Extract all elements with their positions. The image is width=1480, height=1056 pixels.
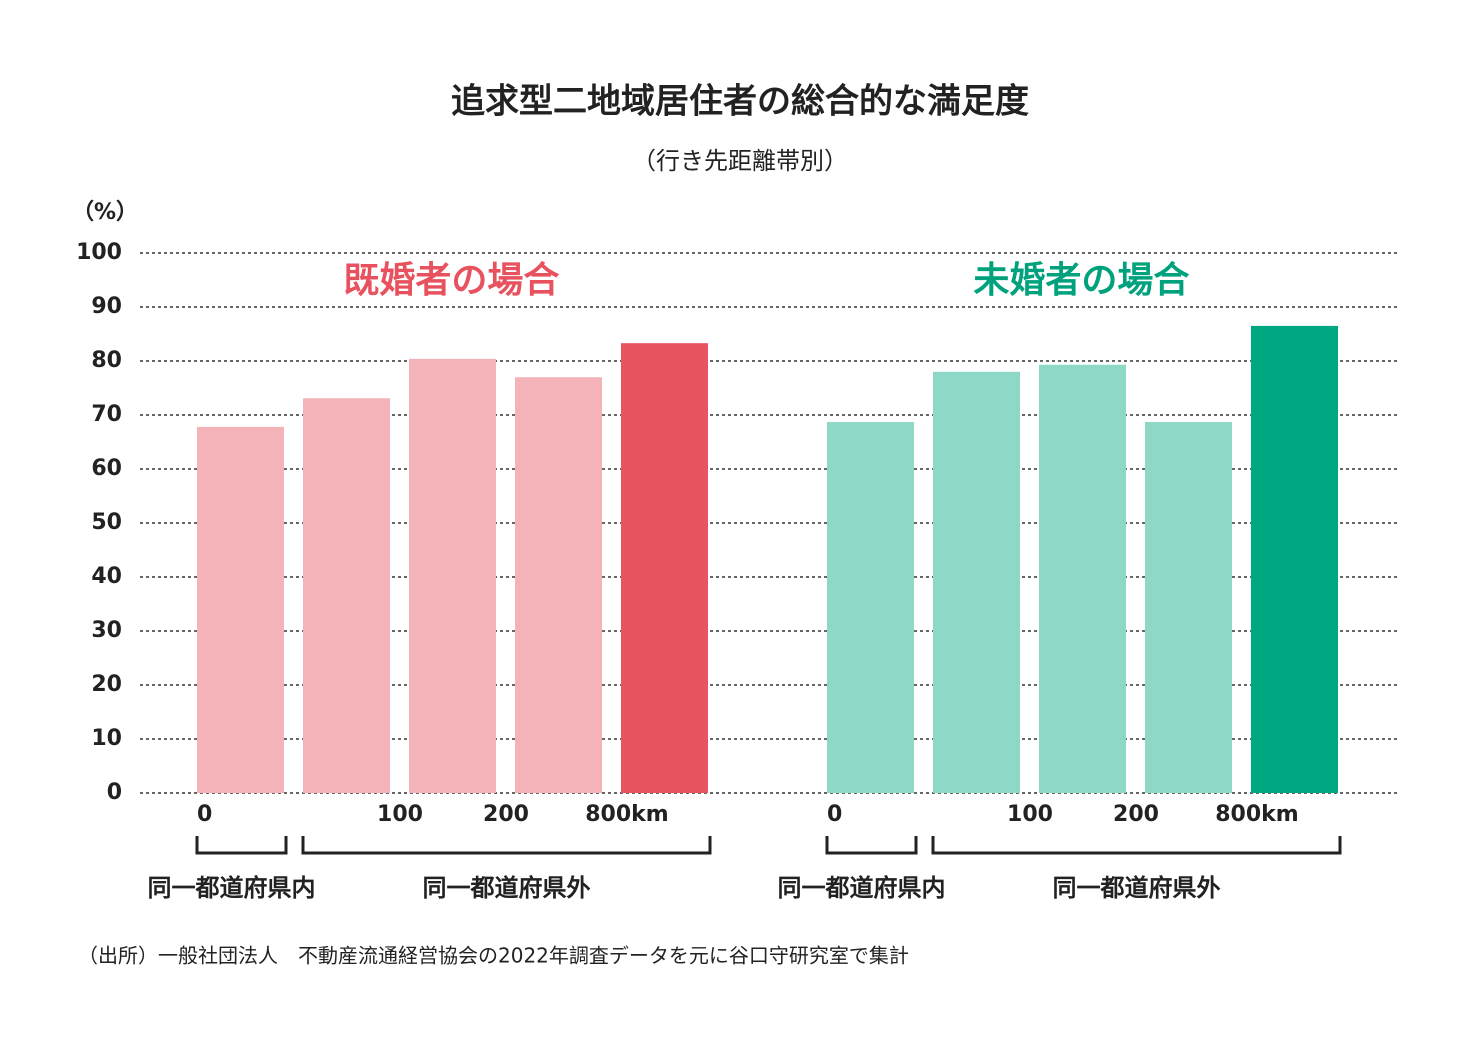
distance-label: 0 [827,802,842,827]
chart-subtitle: （行き先距離帯別） [632,147,848,175]
bar [933,371,1020,793]
distance-label: 800km [585,802,668,827]
bar [1145,422,1232,793]
bar [1039,364,1126,793]
y-tick-label: 50 [91,510,122,535]
group-title: 未婚者の場合 [973,260,1189,301]
chart-title: 追求型二地域居住者の総合的な満足度 [451,82,1029,122]
y-tick-label: 30 [91,618,122,643]
bar [1251,325,1338,793]
distance-label: 0 [197,802,212,827]
y-tick-label: 80 [91,348,122,373]
y-tick-label: 100 [76,240,122,265]
distance-label: 200 [1113,802,1159,827]
bar [827,422,914,793]
bar [409,358,496,793]
y-tick-label: 60 [91,456,122,481]
range-label: 同一都道府県内 [778,874,946,902]
bar [621,343,708,793]
distance-label: 800km [1215,802,1298,827]
source-note: （出所）一般社団法人 不動産流通経営協会の2022年調査データを元に谷口守研究室… [78,944,909,968]
range-label: 同一都道府県外 [1053,874,1221,902]
y-tick-label: 70 [91,402,122,427]
bar [303,398,390,793]
y-tick-label: 0 [107,780,122,805]
bar [197,426,284,793]
distance-label: 100 [377,802,423,827]
distance-label: 100 [1007,802,1053,827]
group-title: 既婚者の場合 [343,260,559,301]
y-tick-label: 40 [91,564,122,589]
range-bracket [931,836,1342,855]
y-tick-label: 10 [91,726,122,751]
bar [515,377,602,793]
range-label: 同一都道府県内 [148,874,316,902]
range-bracket [301,836,712,855]
range-bracket [825,836,918,855]
y-axis-label: （%） [72,200,138,225]
y-tick-label: 90 [91,294,122,319]
range-bracket [195,836,288,855]
range-label: 同一都道府県外 [423,874,591,902]
distance-label: 200 [483,802,529,827]
y-tick-label: 20 [91,672,122,697]
